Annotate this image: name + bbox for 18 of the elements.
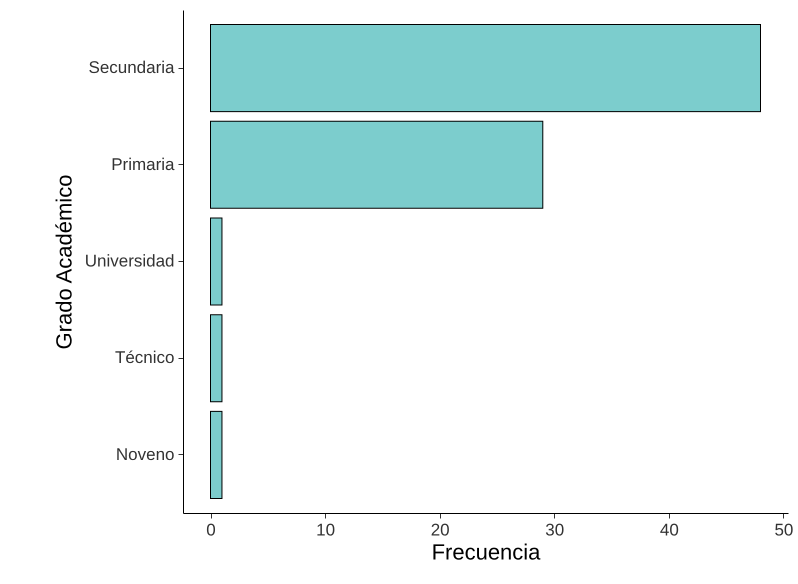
bar	[210, 217, 222, 306]
y-tick-label: Primaria	[111, 154, 176, 174]
x-tick-label: 50	[774, 520, 794, 540]
x-tick-label: 10	[316, 520, 336, 540]
y-axis-title: Grado Académico	[52, 174, 77, 350]
bar	[210, 314, 222, 402]
y-tick-label: Secundaria	[88, 58, 176, 78]
x-tick-label: 40	[660, 520, 679, 540]
y-tick-label: Técnico	[114, 348, 174, 368]
x-axis-title: Frecuencia	[432, 540, 542, 564]
x-tick-label: 20	[430, 520, 450, 540]
y-tick-label: Noveno	[116, 444, 174, 464]
x-tick-label: 30	[545, 520, 564, 540]
x-tick-label: 0	[206, 520, 216, 540]
y-tick-label: Universidad	[84, 252, 174, 270]
bar	[210, 24, 761, 112]
bar	[210, 120, 544, 209]
bar	[210, 410, 222, 499]
